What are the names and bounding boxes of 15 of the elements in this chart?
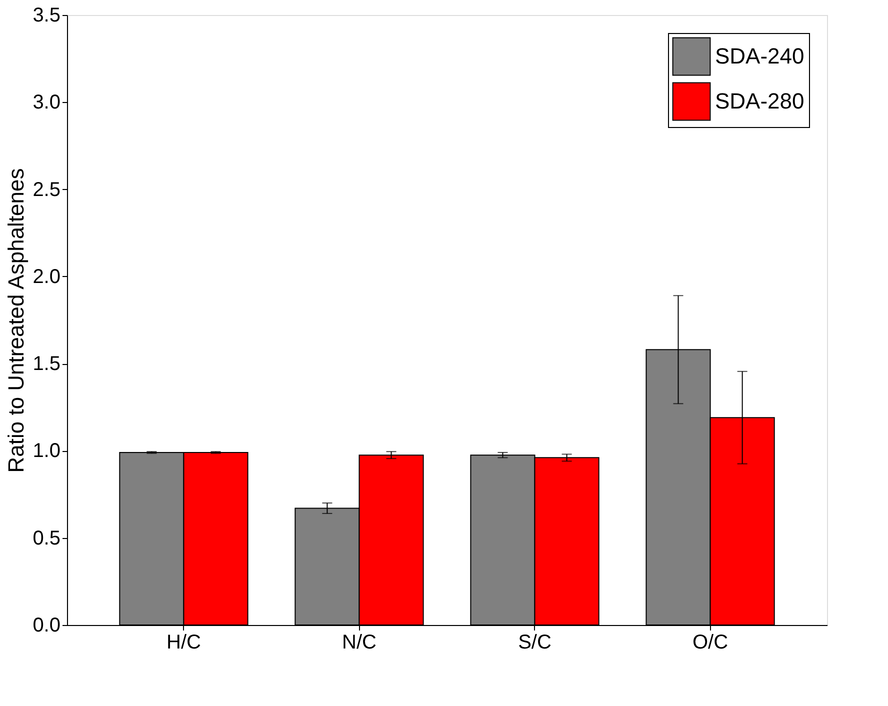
y-tick-label: 0.5 — [32, 527, 60, 550]
legend-label: SDA-280 — [715, 88, 804, 114]
y-tick-label: 1.5 — [32, 353, 60, 376]
y-tick-label: 2.5 — [32, 178, 60, 201]
y-axis-title: Ratio to Untreated Asphaltenes — [4, 168, 29, 473]
x-tick-label: H/C — [166, 632, 201, 654]
y-tick-label: 0.0 — [32, 614, 60, 636]
legend-label: SDA-240 — [715, 44, 804, 68]
x-tick-label: S/C — [518, 632, 552, 654]
y-tick-label: 3.5 — [32, 4, 60, 26]
x-tick-label: O/C — [692, 632, 728, 654]
x-tick-label: N/C — [342, 632, 376, 654]
y-tick-label: 2.0 — [32, 266, 60, 288]
y-tick-label: 1.0 — [32, 440, 60, 462]
y-tick-label: 3.0 — [32, 92, 60, 114]
